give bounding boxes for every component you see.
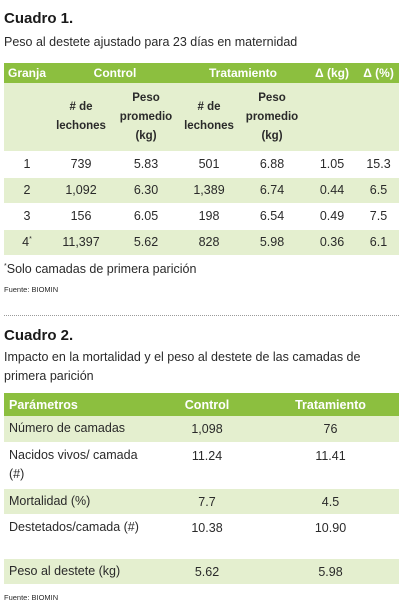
cell-granja: 4* — [4, 229, 50, 256]
col-control: Control — [50, 63, 180, 83]
cuadro2-title: Cuadro 2. — [4, 327, 74, 344]
lechones-line2: lechones — [184, 120, 234, 132]
cell-tratamiento-peso: 6.54 — [238, 203, 306, 230]
col-control: Control — [152, 393, 262, 416]
subcol-tratamiento-peso: Peso promedio (kg) — [238, 83, 306, 151]
table-row: 1 739 5.83 501 6.88 1.05 15.3 — [4, 151, 399, 178]
cell-control-lechones: 156 — [50, 203, 112, 230]
table-row: 4* 11,397 5.62 828 5.98 0.36 6.1 — [4, 229, 399, 256]
cell-tratamiento: 10.90 — [262, 514, 399, 559]
peso-line2: promedio — [119, 110, 173, 123]
footnote-marker: * — [29, 235, 32, 243]
table-row: Nacidos vivos/ camada (#) 11.24 11.41 — [4, 442, 399, 489]
cell-control-lechones: 739 — [50, 151, 112, 178]
table-row: Peso al destete (kg) 5.62 5.98 — [4, 558, 399, 585]
subcol-tratamiento-lechones: # de lechones — [180, 83, 238, 151]
cell-control-peso: 6.05 — [112, 203, 180, 230]
cell-tratamiento-lechones: 828 — [180, 229, 238, 256]
cuadro1-table: Granja Control Tratamiento Δ (kg) Δ (%) … — [4, 63, 399, 256]
cell-delta-kg: 0.44 — [306, 177, 358, 204]
cuadro1-subheader-row: # de lechones Peso promedio (kg) # de lechon… — [4, 83, 399, 151]
col-delta-pct: Δ (%) — [358, 63, 399, 83]
cell-parametro: Número de camadas — [4, 416, 152, 443]
cell-delta-pct: 6.5 — [358, 177, 399, 204]
cuadro2-header-row: Parámetros Control Tratamiento — [4, 393, 399, 416]
cuadro2-source: Fuente: BIOMIN — [4, 593, 59, 602]
peso-line2: promedio — [245, 110, 299, 123]
cell-parametro: Mortalidad (%) — [4, 488, 152, 515]
table-row: Mortalidad (%) 7.7 4.5 — [4, 488, 399, 515]
cuadro1-header-row: Granja Control Tratamiento Δ (kg) Δ (%) — [4, 63, 399, 83]
cell-control: 1,098 — [152, 416, 262, 443]
cell-parametro: Peso al destete (kg) — [4, 558, 152, 585]
col-tratamiento: Tratamiento — [262, 393, 399, 416]
cuadro2-subtitle: Impacto en la mortalidad y el peso al de… — [4, 350, 361, 383]
cell-tratamiento: 11.41 — [262, 442, 399, 489]
cell-tratamiento: 5.98 — [262, 558, 399, 585]
peso-line1: Peso — [258, 91, 286, 104]
table-row: Número de camadas 1,098 76 — [4, 416, 399, 443]
cell-control: 5.62 — [152, 558, 262, 585]
cell-granja: 2 — [4, 177, 50, 204]
col-parametros: Parámetros — [4, 393, 152, 416]
cell-delta-kg: 0.36 — [306, 229, 358, 256]
section-divider — [4, 315, 399, 316]
cell-tratamiento-lechones: 1,389 — [180, 177, 238, 204]
cell-control-peso: 5.62 — [112, 229, 180, 256]
footnote-text: Solo camadas de primera parición — [6, 262, 197, 276]
cell-parametro: Nacidos vivos/ camada (#) — [4, 442, 152, 489]
cell-tratamiento-lechones: 198 — [180, 203, 238, 230]
col-delta-kg: Δ (kg) — [306, 63, 358, 83]
peso-line3: (kg) — [261, 129, 283, 142]
cell-control: 10.38 — [152, 514, 262, 559]
cell-granja: 3 — [4, 203, 50, 230]
footnote-marker: * — [4, 262, 7, 270]
cuadro2-table: Parámetros Control Tratamiento Número de… — [4, 393, 399, 585]
subcol-control-peso: Peso promedio (kg) — [112, 83, 180, 151]
cell-delta-pct: 15.3 — [358, 151, 399, 178]
cell-tratamiento-peso: 5.98 — [238, 229, 306, 256]
cell-parametro: Destetados/camada (#) — [4, 514, 152, 559]
cell-control-lechones: 1,092 — [50, 177, 112, 204]
granja-number: 4 — [22, 235, 30, 249]
cuadro1-source: Fuente: BIOMIN — [4, 285, 59, 294]
cell-delta-kg: 1.05 — [306, 151, 358, 178]
col-tratamiento: Tratamiento — [180, 63, 306, 83]
cell-tratamiento-peso: 6.74 — [238, 177, 306, 204]
lechones-line2: lechones — [56, 120, 106, 132]
cell-tratamiento-lechones: 501 — [180, 151, 238, 178]
cuadro1-footnote: *Solo camadas de primera parición — [4, 262, 196, 276]
cell-delta-pct: 6.1 — [358, 229, 399, 256]
peso-line1: Peso — [132, 91, 160, 104]
cell-tratamiento-peso: 6.88 — [238, 151, 306, 178]
cell-control-peso: 6.30 — [112, 177, 180, 204]
cell-control: 7.7 — [152, 488, 262, 515]
cell-tratamiento: 76 — [262, 416, 399, 443]
cell-control-peso: 5.83 — [112, 151, 180, 178]
cell-control: 11.24 — [152, 442, 262, 489]
table-row: Destetados/camada (#) 10.38 10.90 — [4, 514, 399, 559]
cell-tratamiento: 4.5 — [262, 488, 399, 515]
cuadro1-subtitle: Peso al destete ajustado para 23 días en… — [4, 35, 298, 49]
cell-delta-kg: 0.49 — [306, 203, 358, 230]
cuadro1-title: Cuadro 1. — [4, 10, 74, 27]
table-row: 2 1,092 6.30 1,389 6.74 0.44 6.5 — [4, 177, 399, 204]
lechones-line1: # de — [69, 101, 93, 113]
subcol-control-lechones: # de lechones — [50, 83, 112, 151]
cell-control-lechones: 11,397 — [50, 229, 112, 256]
table-row: 3 156 6.05 198 6.54 0.49 7.5 — [4, 203, 399, 230]
col-granja: Granja — [4, 63, 50, 83]
lechones-line1: # de — [197, 101, 221, 113]
cell-delta-pct: 7.5 — [358, 203, 399, 230]
cell-granja: 1 — [4, 151, 50, 178]
peso-line3: (kg) — [135, 129, 157, 142]
